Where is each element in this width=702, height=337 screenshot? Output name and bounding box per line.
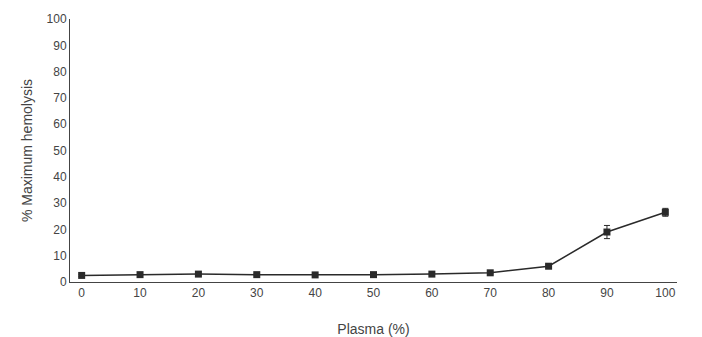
svg-text:100: 100 [655, 286, 675, 300]
svg-text:30: 30 [53, 196, 67, 210]
svg-text:70: 70 [484, 286, 498, 300]
svg-text:60: 60 [53, 117, 67, 131]
svg-text:0: 0 [60, 275, 67, 289]
svg-text:40: 40 [308, 286, 322, 300]
svg-text:100: 100 [47, 12, 67, 26]
svg-text:10: 10 [53, 249, 67, 263]
svg-text:10: 10 [133, 286, 147, 300]
svg-text:Plasma (%): Plasma (%) [337, 321, 409, 337]
svg-text:80: 80 [53, 65, 67, 79]
svg-text:50: 50 [53, 144, 67, 158]
svg-text:80: 80 [542, 286, 556, 300]
svg-text:0: 0 [78, 286, 85, 300]
svg-text:40: 40 [53, 170, 67, 184]
svg-text:90: 90 [600, 286, 614, 300]
svg-text:60: 60 [425, 286, 439, 300]
svg-text:90: 90 [53, 39, 67, 53]
svg-text:% Maximum hemolysis: % Maximum hemolysis [19, 79, 35, 222]
svg-text:30: 30 [250, 286, 264, 300]
svg-text:70: 70 [53, 91, 67, 105]
svg-text:20: 20 [192, 286, 206, 300]
svg-text:20: 20 [53, 223, 67, 237]
svg-text:50: 50 [367, 286, 381, 300]
